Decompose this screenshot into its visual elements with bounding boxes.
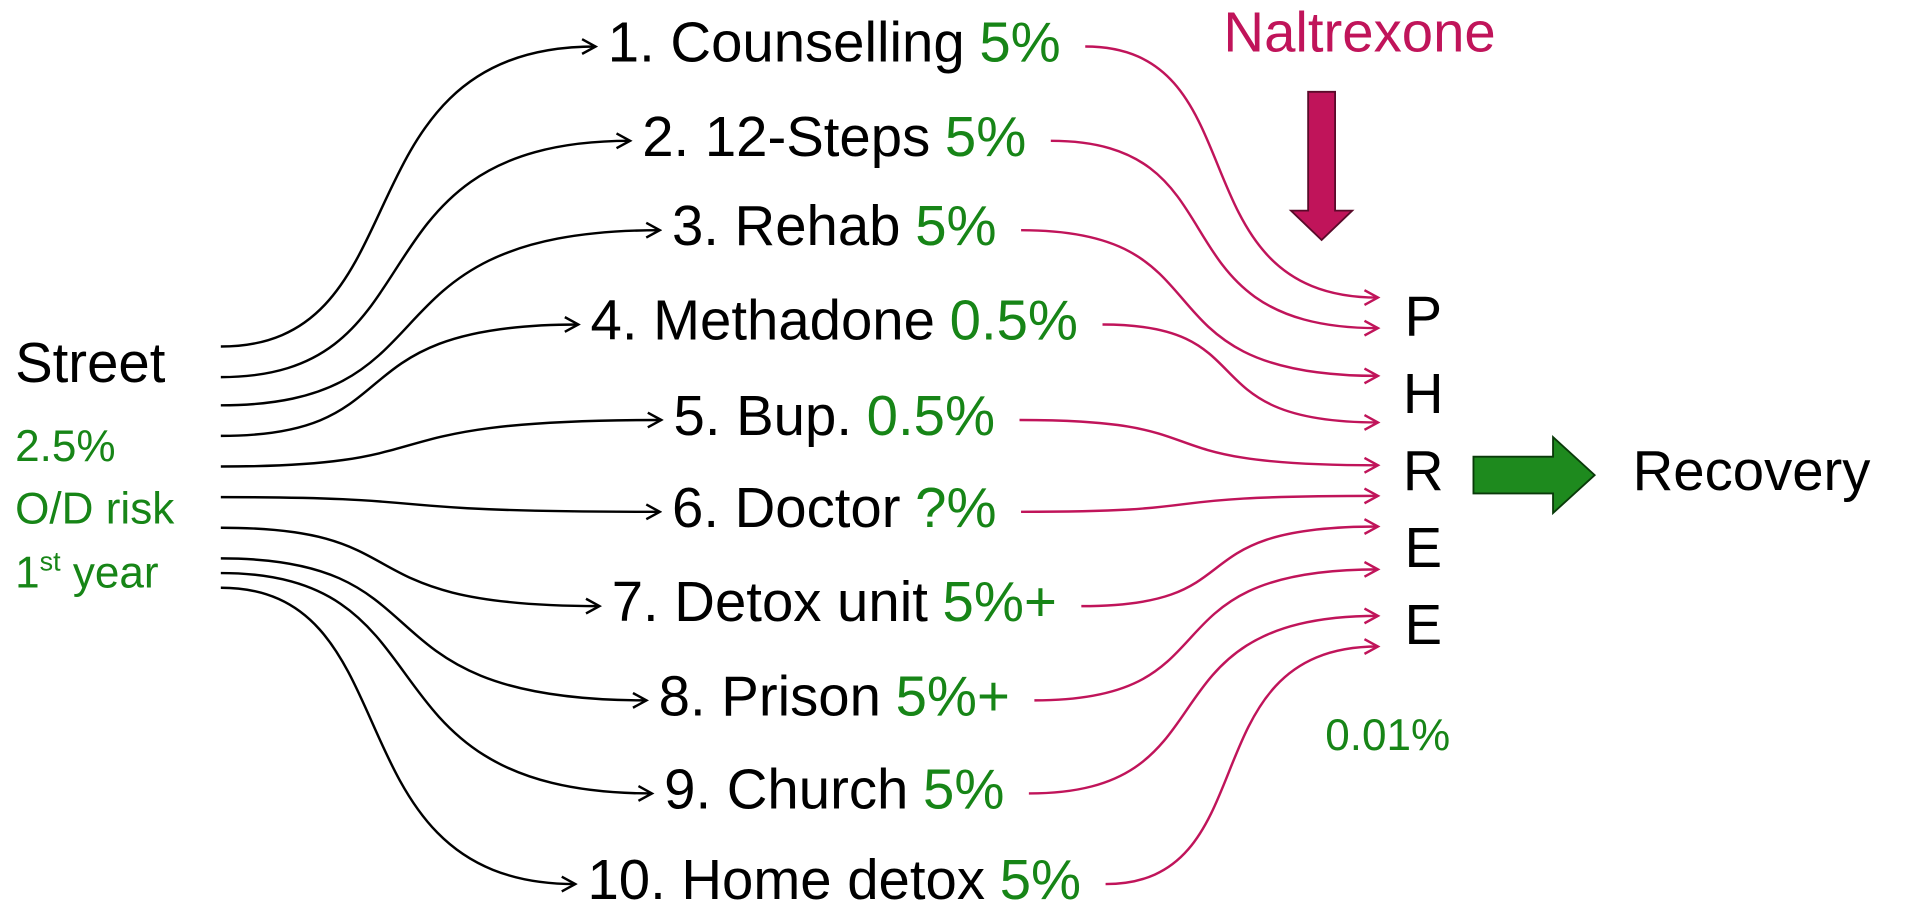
treatment-rate: 5% (915, 194, 996, 257)
entry-arrow (220, 420, 661, 468)
right-arrow (1472, 435, 1597, 516)
target-letter: H (1403, 362, 1444, 425)
exit-arrow (1021, 228, 1378, 376)
exit-arrow (1019, 418, 1378, 465)
entry-arrow (220, 526, 600, 606)
arrows (220, 45, 1378, 886)
treatment-name: 7. Detox unit (612, 570, 929, 633)
exit-arrow (1105, 647, 1378, 886)
year-suffix: st (40, 546, 61, 576)
entry-arrow (220, 230, 660, 407)
treatment: 10. Home detox 5% (587, 848, 1081, 911)
target-letter: R (1403, 439, 1444, 502)
treatment: 4. Methadone 0.5% (591, 288, 1078, 351)
entry-arrow (220, 571, 652, 793)
treatment-rate: 0.5% (950, 288, 1078, 351)
target-letter: E (1404, 516, 1442, 579)
year-rest: year (61, 548, 159, 597)
target-letter: P (1404, 285, 1442, 348)
treatment: 7. Detox unit 5%+ (612, 570, 1057, 633)
source-risk: 2.5% (15, 422, 115, 471)
exit-arrow (1085, 45, 1378, 298)
outcome-label: Recovery (1633, 439, 1872, 502)
source-year: 1st year (15, 546, 158, 597)
treatment-rate: 5% (979, 10, 1060, 73)
exit-arrow (1028, 616, 1378, 795)
entry-arrow (220, 324, 578, 438)
treatment-name: 10. Home detox (587, 848, 985, 911)
source-label: Street (15, 331, 166, 394)
entry-arrow (220, 495, 660, 512)
treatment-rate: 0.5% (867, 384, 995, 447)
treatment-name: 4. Methadone (591, 288, 935, 351)
exit-arrow (1081, 527, 1378, 608)
treatment-name: 9. Church (664, 757, 908, 820)
target-risk: 0.01% (1325, 711, 1450, 760)
treatment-rate: 5% (1000, 848, 1081, 911)
treatment-name: 6. Doctor (672, 476, 900, 539)
treatment-rate: 5%+ (896, 664, 1010, 727)
treatment-name: 1. Counselling (608, 10, 965, 73)
treatment: 2. 12-Steps 5% (642, 105, 1026, 168)
entry-arrow (220, 557, 647, 700)
treatment: 9. Church 5% (664, 757, 1004, 820)
entry-arrow (220, 586, 575, 884)
treatment: 1. Counselling 5% (608, 10, 1061, 73)
exit-arrow (1021, 496, 1378, 514)
treatment-rate: 5%+ (943, 570, 1057, 633)
treatment-rate: 5% (945, 105, 1026, 168)
treatment: 6. Doctor?% (672, 476, 997, 539)
treatment-rate: 5% (923, 757, 1004, 820)
entry-arrow (220, 141, 630, 379)
source-risk: O/D risk (15, 484, 175, 533)
exit-arrow (1102, 323, 1377, 422)
treatment-rate: ?% (915, 476, 996, 539)
exit-arrow (1034, 569, 1378, 702)
naltrexone-label: Naltrexone (1223, 1, 1495, 64)
year-number: 1 (15, 548, 40, 597)
target-letter: E (1404, 593, 1442, 656)
treatment-name: 8. Prison (659, 664, 881, 727)
treatment-name: 2. 12-Steps (642, 105, 930, 168)
exit-arrow (1050, 139, 1378, 328)
treatment: 8. Prison 5%+ (659, 664, 1010, 727)
treatment-name: 3. Rehab (672, 194, 901, 257)
treatment: 3. Rehab 5% (672, 194, 997, 257)
treatment-name: 5. Bup. (674, 384, 852, 447)
down-arrow (1288, 90, 1355, 242)
entry-arrow (220, 47, 596, 348)
treatment: 5. Bup. 0.5% (674, 384, 996, 447)
